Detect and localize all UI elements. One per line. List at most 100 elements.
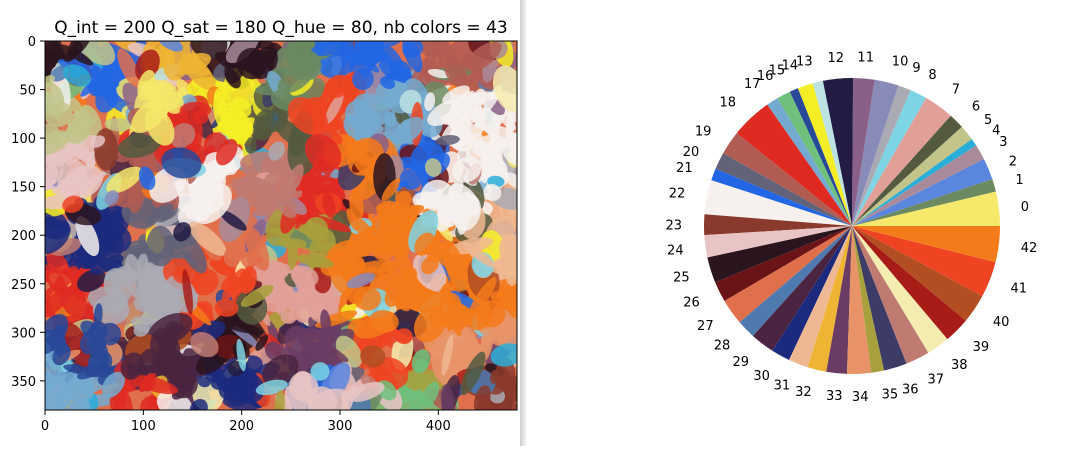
pie-label-13: 13: [796, 55, 813, 70]
pie-slice-27: [724, 226, 852, 323]
pie-label-20: 20: [683, 145, 700, 160]
pie-slice-21: [711, 168, 852, 226]
x-tick-label: 400: [426, 419, 451, 434]
pie-label-4: 4: [992, 124, 1000, 139]
quantized-image-plot: Q_int = 200 Q_sat = 180 Q_hue = 80, nb c…: [11, 18, 518, 434]
panel-divider: [520, 0, 526, 446]
x-tick-label: 300: [328, 419, 353, 434]
pie-label-35: 35: [882, 387, 899, 402]
pie-label-28: 28: [714, 339, 731, 354]
pie-label-3: 3: [999, 135, 1007, 150]
pie-label-19: 19: [695, 125, 712, 140]
pie-slice-22: [704, 180, 852, 226]
pie-label-14: 14: [782, 59, 799, 74]
pie-label-21: 21: [676, 161, 693, 176]
pie-slice-2: [852, 158, 993, 226]
pie-slice-41: [852, 226, 996, 297]
pie-label-31: 31: [774, 378, 791, 393]
pie-label-17: 17: [744, 77, 761, 92]
pie-label-26: 26: [683, 296, 700, 311]
y-tick-label: 150: [11, 181, 36, 196]
pie-label-30: 30: [753, 369, 770, 384]
pie-slice-39: [852, 226, 966, 340]
pie-label-11: 11: [857, 51, 874, 66]
pie-slice-33: [826, 226, 852, 374]
pie-slice-15: [789, 88, 852, 227]
pie-slice-0: [852, 191, 1000, 226]
pie-slice-10: [852, 79, 899, 226]
pie-slice-4: [852, 138, 977, 226]
pie-slice-12: [822, 77, 854, 226]
pie-slice-8: [852, 90, 927, 226]
pie-slice-32: [807, 226, 852, 372]
pie-slice-13: [812, 80, 852, 227]
pie-labels: 0123456789101112131415161718192021222324…: [665, 51, 1037, 405]
pie-label-40: 40: [993, 315, 1010, 330]
pie-label-38: 38: [951, 358, 968, 373]
pie-label-9: 9: [912, 61, 920, 76]
pie-slice-23: [704, 214, 852, 236]
pie-label-10: 10: [892, 55, 909, 70]
x-tick-label: 100: [131, 419, 156, 434]
pie-slice-1: [852, 178, 996, 226]
pie-label-42: 42: [1021, 241, 1038, 256]
pie-slice-17: [767, 98, 852, 226]
pie-slice-29: [752, 226, 852, 351]
pie-label-15: 15: [769, 64, 786, 79]
y-axis: 0 50 100 150 200 250 300 350: [11, 35, 45, 390]
pie-label-22: 22: [669, 187, 686, 202]
pie-label-18: 18: [719, 96, 736, 111]
pie-label-39: 39: [973, 340, 990, 355]
pie-label-33: 33: [826, 389, 843, 404]
y-tick-label: 300: [11, 326, 36, 341]
x-tick-label: 200: [229, 419, 254, 434]
image-frame: [44, 40, 518, 411]
pie-slice-28: [739, 226, 852, 336]
pie-slice-5: [852, 126, 972, 226]
pie-label-34: 34: [852, 390, 869, 405]
pie-slice-9: [852, 85, 911, 227]
y-tick-label: 200: [11, 229, 36, 244]
pie-label-1: 1: [1015, 173, 1023, 188]
pie-slice-7: [852, 97, 951, 227]
y-tick-label: 0: [28, 35, 36, 50]
image-title: Q_int = 200 Q_sat = 180 Q_hue = 80, nb c…: [54, 18, 507, 38]
pie-label-24: 24: [667, 243, 684, 258]
quantized-image: [45, 41, 517, 410]
pie-label-8: 8: [928, 68, 936, 83]
y-tick-label: 100: [11, 132, 36, 147]
pie-slice-6: [852, 115, 962, 226]
pie-slice-31: [789, 226, 852, 368]
pie-slice-11: [852, 78, 875, 226]
pie-label-0: 0: [1021, 200, 1029, 215]
pie-slice-19: [723, 133, 852, 226]
pie-slice-26: [715, 226, 852, 302]
pie-slice-38: [852, 226, 948, 353]
pie-slice-36: [852, 226, 907, 371]
pie-label-12: 12: [828, 51, 845, 66]
pie-label-7: 7: [952, 82, 960, 97]
pie-slice-24: [704, 226, 852, 258]
pie-slice-30: [772, 226, 852, 360]
pie-label-6: 6: [972, 100, 980, 115]
pie-slice-40: [852, 226, 983, 321]
pie-label-29: 29: [732, 355, 749, 370]
y-tick-label: 350: [11, 375, 36, 390]
pie-label-32: 32: [795, 385, 812, 400]
pie-label-25: 25: [673, 271, 690, 286]
y-tick-label: 50: [19, 84, 36, 99]
pie-label-27: 27: [697, 319, 714, 334]
pie-slice-34: [847, 226, 872, 375]
pie-slices: [704, 77, 1000, 375]
color-pie-chart: 0123456789101112131415161718192021222324…: [665, 51, 1037, 405]
pie-slice-35: [852, 226, 885, 373]
pie-slice-37: [852, 226, 929, 364]
y-tick-label: 250: [11, 278, 36, 293]
pie-slice-20: [715, 153, 852, 226]
pie-slice-25: [707, 226, 852, 283]
image-panel: Q_int = 200 Q_sat = 180 Q_hue = 80, nb c…: [0, 0, 520, 446]
pie-slice-18: [736, 104, 852, 226]
pie-label-36: 36: [902, 383, 919, 398]
pie-slice-16: [777, 91, 852, 226]
x-axis: 0 100 200 300 400: [41, 410, 451, 434]
